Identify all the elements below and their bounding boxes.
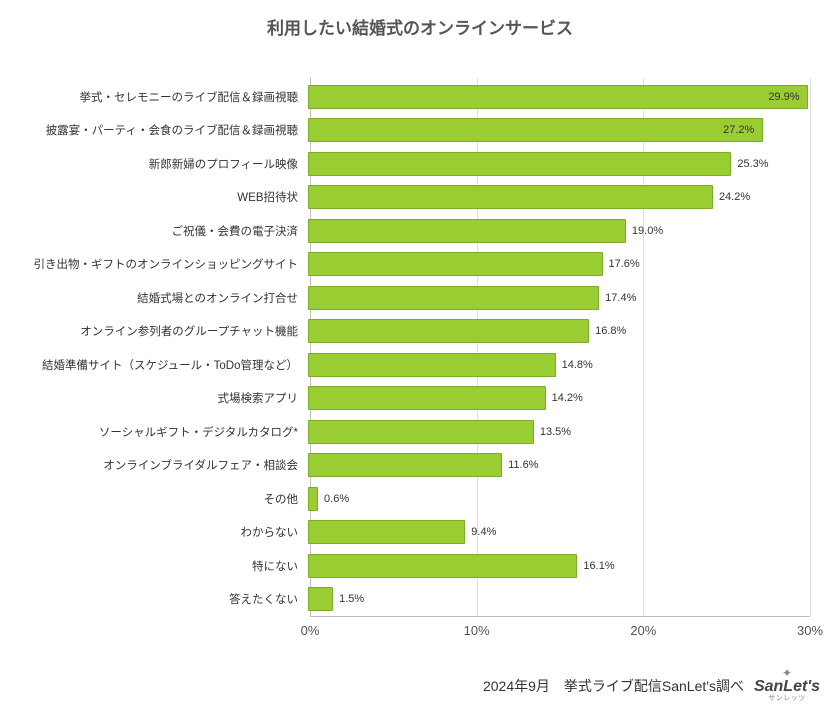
chart-rows: 挙式・セレモニーのライブ配信＆録画視聴 29.9% 披露宴・パーティ・会食のライブ配… (18, 80, 810, 616)
bar-cell: 14.2% (308, 384, 810, 413)
bar-cell: 13.5% (308, 417, 810, 446)
bar-cell: 29.9% (308, 82, 810, 111)
bar (308, 386, 546, 410)
bar-cell: 16.1% (308, 551, 810, 580)
logo-sub-text: サンレッツ (768, 695, 806, 702)
bar-cell: 17.6% (308, 250, 810, 279)
bar-value-label: 17.4% (605, 292, 636, 304)
bar-value-label: 17.6% (609, 258, 640, 270)
bar (308, 219, 626, 243)
bar (308, 118, 763, 142)
bar-cell: 17.4% (308, 283, 810, 312)
category-label: 結婚準備サイト（スケジュール・ToDo管理など） (18, 357, 308, 373)
category-label: 答えたくない (18, 591, 308, 607)
bar (308, 353, 556, 377)
bar (308, 420, 534, 444)
bar (308, 554, 577, 578)
bar (308, 85, 808, 109)
x-tick-label: 0% (301, 623, 320, 638)
category-label: 特にない (18, 558, 308, 574)
x-tick-label: 20% (630, 623, 656, 638)
bar-cell: 24.2% (308, 183, 810, 212)
chart-row: WEB招待状 24.2% (18, 183, 810, 212)
bar-value-label: 0.6% (324, 493, 349, 505)
category-label: 結婚式場とのオンライン打合せ (18, 290, 308, 306)
bar-value-label: 11.6% (508, 459, 538, 471)
bar-cell: 25.3% (308, 149, 810, 178)
bar-value-label: 1.5% (339, 593, 364, 605)
bar-value-label: 16.8% (595, 325, 626, 337)
chart-title: 利用したい結婚式のオンラインサービス (0, 14, 840, 39)
category-label: ソーシャルギフト・デジタルカタログ* (18, 424, 308, 440)
chart-row: わからない 9.4% (18, 518, 810, 547)
chart-row: オンラインブライダルフェア・相談会 11.6% (18, 451, 810, 480)
bar-cell: 27.2% (308, 116, 810, 145)
chart-row: 引き出物・ギフトのオンラインショッピングサイト 17.6% (18, 250, 810, 279)
chart-row: 答えたくない 1.5% (18, 585, 810, 614)
logo-main-text: SanLet's (754, 679, 820, 695)
x-axis: 0%10%20%30% (310, 616, 810, 640)
gridline (810, 78, 811, 616)
category-label: 披露宴・パーティ・会食のライブ配信＆録画視聴 (18, 122, 308, 138)
bar-value-label: 27.2% (723, 124, 754, 136)
bar-cell: 0.6% (308, 484, 810, 513)
bar-value-label: 24.2% (719, 191, 750, 203)
bar-cell: 14.8% (308, 350, 810, 379)
x-tick-label: 30% (797, 623, 823, 638)
bar-value-label: 29.9% (768, 91, 799, 103)
bar-cell: 11.6% (308, 451, 810, 480)
category-label: オンラインブライダルフェア・相談会 (18, 457, 308, 473)
category-label: 挙式・セレモニーのライブ配信＆録画視聴 (18, 89, 308, 105)
bar-cell: 9.4% (308, 518, 810, 547)
bar-value-label: 14.2% (552, 392, 583, 404)
bar-value-label: 13.5% (540, 426, 571, 438)
category-label: 式場検索アプリ (18, 390, 308, 406)
category-label: 新郎新婦のプロフィール映像 (18, 156, 308, 172)
category-label: オンライン参列者のグループチャット機能 (18, 323, 308, 339)
plot-area: 0%10%20%30% 挙式・セレモニーのライブ配信＆録画視聴29.9%披露宴・… (18, 80, 810, 640)
category-label: WEB招待状 (18, 189, 308, 205)
bar (308, 487, 318, 511)
chart-row: ソーシャルギフト・デジタルカタログ* 13.5% (18, 417, 810, 446)
bar-cell: 1.5% (308, 585, 810, 614)
category-label: わからない (18, 524, 308, 540)
bar (308, 319, 589, 343)
bar-value-label: 9.4% (471, 526, 496, 538)
bar-cell: 16.8% (308, 317, 810, 346)
bar-cell: 19.0% (308, 216, 810, 245)
bar-value-label: 16.1% (583, 560, 614, 572)
chart-row: オンライン参列者のグループチャット機能 16.8% (18, 317, 810, 346)
x-tick-label: 10% (464, 623, 490, 638)
chart-container: 利用したい結婚式のオンラインサービス (0, 14, 840, 39)
footer-source-text: 2024年9月 挙式ライブ配信SanLet's調べ (483, 676, 744, 702)
chart-row: 結婚式場とのオンライン打合せ 17.4% (18, 283, 810, 312)
category-label: その他 (18, 491, 308, 507)
bar (308, 587, 333, 611)
chart-row: その他 0.6% (18, 484, 810, 513)
bar-value-label: 14.8% (562, 359, 593, 371)
category-label: ご祝儀・会費の電子決済 (18, 223, 308, 239)
chart-row: 挙式・セレモニーのライブ配信＆録画視聴 29.9% (18, 82, 810, 111)
bar-value-label: 25.3% (737, 158, 768, 170)
bar (308, 152, 731, 176)
bar (308, 185, 713, 209)
chart-row: ご祝儀・会費の電子決済 19.0% (18, 216, 810, 245)
sanlets-logo: ✦ SanLet's サンレッツ (754, 667, 820, 702)
chart-row: 式場検索アプリ 14.2% (18, 384, 810, 413)
bar (308, 286, 599, 310)
bar (308, 453, 502, 477)
chart-row: 新郎新婦のプロフィール映像 25.3% (18, 149, 810, 178)
chart-row: 結婚準備サイト（スケジュール・ToDo管理など） 14.8% (18, 350, 810, 379)
bar (308, 520, 465, 544)
category-label: 引き出物・ギフトのオンラインショッピングサイト (18, 256, 308, 272)
bar (308, 252, 603, 276)
bar-value-label: 19.0% (632, 225, 663, 237)
chart-row: 披露宴・パーティ・会食のライブ配信＆録画視聴 27.2% (18, 116, 810, 145)
footer: 2024年9月 挙式ライブ配信SanLet's調べ ✦ SanLet's サンレ… (483, 667, 820, 702)
chart-row: 特にない 16.1% (18, 551, 810, 580)
